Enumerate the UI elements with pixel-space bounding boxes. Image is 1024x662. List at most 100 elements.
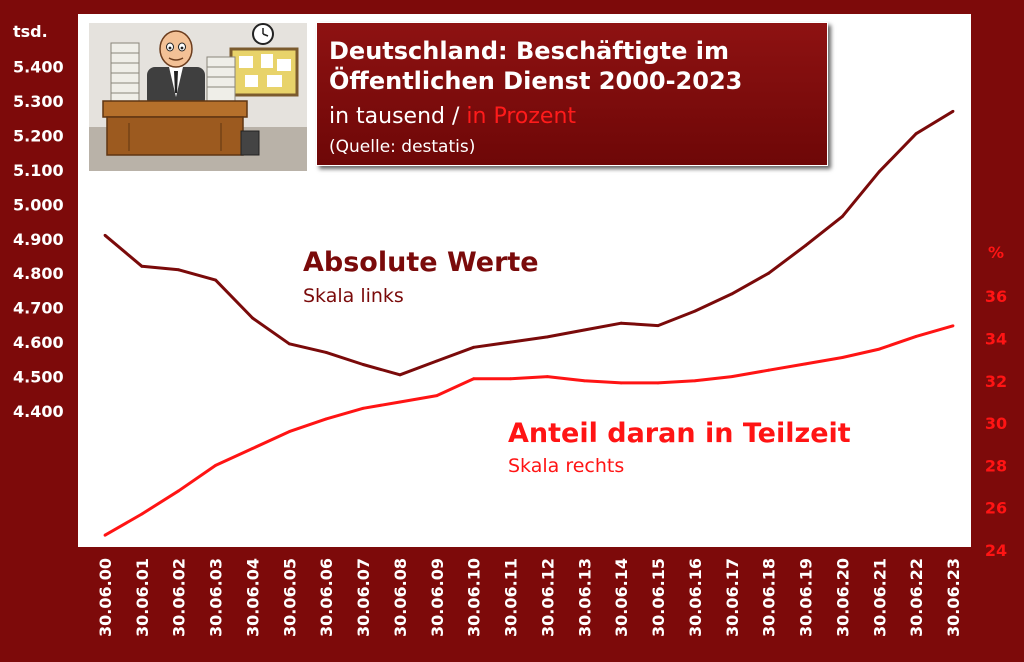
x-axis-tick-label: 30.06.18 xyxy=(760,558,779,637)
share-series-point xyxy=(804,362,807,366)
x-axis-tick-label: 30.06.13 xyxy=(575,558,594,637)
absolute-series-point xyxy=(103,233,107,237)
absolute-series-point xyxy=(287,342,291,346)
absolute-series-point xyxy=(398,373,402,377)
left-axis-tick-label: 4.700 xyxy=(13,299,64,318)
x-axis-tick-label: 30.06.01 xyxy=(133,558,152,637)
x-axis-tick-label: 30.06.15 xyxy=(649,558,668,637)
chart-title-line-1: Deutschland: Beschäftigte im xyxy=(329,37,730,65)
left-axis-tick-label: 5.400 xyxy=(13,58,64,77)
x-axis-tick-label: 30.06.00 xyxy=(96,558,115,637)
left-axis-unit: tsd. xyxy=(13,22,48,41)
share-series-point xyxy=(841,356,844,359)
left-axis-tick-label: 5.300 xyxy=(13,92,64,111)
right-axis-tick-label: 28 xyxy=(985,456,1007,475)
share-series-label: Anteil daran in Teilzeit xyxy=(508,418,851,449)
right-axis-tick-label: 26 xyxy=(985,499,1007,518)
x-axis-tick-label: 30.06.07 xyxy=(354,558,373,637)
x-axis-tick-label: 30.06.12 xyxy=(538,558,557,637)
share-series-point xyxy=(251,447,254,450)
left-axis-tick-label: 4.900 xyxy=(13,230,64,249)
absolute-series-point xyxy=(472,345,476,349)
share-series-point xyxy=(693,379,697,383)
subtitle-unit-percent: in Prozent xyxy=(466,104,577,129)
absolute-series-point xyxy=(251,316,254,320)
x-axis-tick-label: 30.06.03 xyxy=(207,558,226,637)
absolute-series-point xyxy=(324,351,328,354)
absolute-series-label: Absolute Werte xyxy=(303,247,539,278)
absolute-series-point xyxy=(656,324,660,327)
absolute-series-point xyxy=(951,109,955,113)
share-series-point xyxy=(914,335,918,338)
x-axis-tick-label: 30.06.04 xyxy=(243,558,262,637)
share-series-point xyxy=(140,512,144,516)
title-box: Deutschland: Beschäftigte im Öffentliche… xyxy=(316,22,828,166)
x-axis-tick-label: 30.06.05 xyxy=(280,558,299,637)
share-series-point xyxy=(287,430,291,433)
absolute-series-point xyxy=(730,292,734,296)
absolute-series-point xyxy=(361,363,365,366)
right-axis-tick-label: 24 xyxy=(985,541,1007,560)
chart-source: (Quelle: destatis) xyxy=(329,137,476,157)
subtitle-unit-absolute: in tausend / xyxy=(329,104,467,129)
absolute-series-point xyxy=(214,278,218,282)
x-axis-tick-label: 30.06.11 xyxy=(502,558,521,637)
left-axis-tick-label: 5.200 xyxy=(13,126,64,145)
x-axis-tick-label: 30.06.08 xyxy=(391,558,410,637)
left-axis-tick-label: 4.800 xyxy=(13,264,64,283)
share-series-point xyxy=(214,464,218,467)
share-series-point xyxy=(951,324,955,328)
absolute-series-point xyxy=(914,132,918,136)
x-axis-tick-label: 30.06.02 xyxy=(170,558,189,637)
share-scale-note: Skala rechts xyxy=(508,455,624,477)
share-series-point xyxy=(398,400,402,404)
share-series-point xyxy=(877,347,881,351)
office-illustration xyxy=(88,22,308,172)
x-axis-tick-label: 30.06.09 xyxy=(428,558,447,637)
right-axis-tick-label: 34 xyxy=(985,330,1007,349)
absolute-series-point xyxy=(509,340,512,344)
share-series-point xyxy=(582,379,586,383)
absolute-series-point xyxy=(877,170,881,174)
absolute-scale-note: Skala links xyxy=(303,285,404,307)
share-series-point xyxy=(472,377,476,381)
left-axis-tick-label: 5.000 xyxy=(13,195,64,214)
share-series-point xyxy=(509,377,512,381)
absolute-series-point xyxy=(841,215,844,218)
share-series-point xyxy=(546,375,549,378)
share-series-point xyxy=(324,417,328,421)
x-axis-tick-label: 30.06.20 xyxy=(833,558,852,637)
absolute-series-point xyxy=(546,335,549,339)
right-axis-tick-label: 36 xyxy=(985,287,1007,306)
right-axis-tick-label: 30 xyxy=(985,414,1007,433)
share-series-point xyxy=(103,533,107,537)
left-axis-tick-label: 4.400 xyxy=(13,402,64,421)
x-axis-tick-label: 30.06.23 xyxy=(944,558,963,637)
x-axis-tick-label: 30.06.06 xyxy=(317,558,336,637)
x-axis-tick-label: 30.06.16 xyxy=(686,558,705,637)
x-axis-tick-label: 30.06.14 xyxy=(612,558,631,637)
x-axis-tick-label: 30.06.22 xyxy=(907,558,926,637)
left-axis-tick-label: 4.500 xyxy=(13,368,64,387)
absolute-series-point xyxy=(435,359,439,363)
x-axis-tick-label: 30.06.21 xyxy=(870,558,889,637)
absolute-series-point xyxy=(582,328,586,332)
right-axis-tick-label: 32 xyxy=(985,372,1007,391)
chart-subtitle: in tausend / in Prozent xyxy=(329,104,576,129)
x-axis-tick-label: 30.06.10 xyxy=(465,558,484,637)
right-axis-unit: % xyxy=(988,243,1004,262)
share-series-point xyxy=(656,381,660,385)
absolute-series-point xyxy=(804,244,807,248)
share-series-point xyxy=(435,394,439,397)
x-axis-tick-label: 30.06.19 xyxy=(797,558,816,637)
share-series-point xyxy=(361,406,365,410)
absolute-series-point xyxy=(140,264,144,268)
x-axis-tick-label: 30.06.17 xyxy=(723,558,742,637)
absolute-series-point xyxy=(767,271,771,275)
chart-title-line-2: Öffentlichen Dienst 2000-2023 xyxy=(329,67,743,95)
share-series-point xyxy=(619,381,623,385)
left-axis-tick-label: 4.600 xyxy=(13,333,64,352)
share-series-line xyxy=(104,324,954,537)
left-axis-tick-label: 5.100 xyxy=(13,161,64,180)
